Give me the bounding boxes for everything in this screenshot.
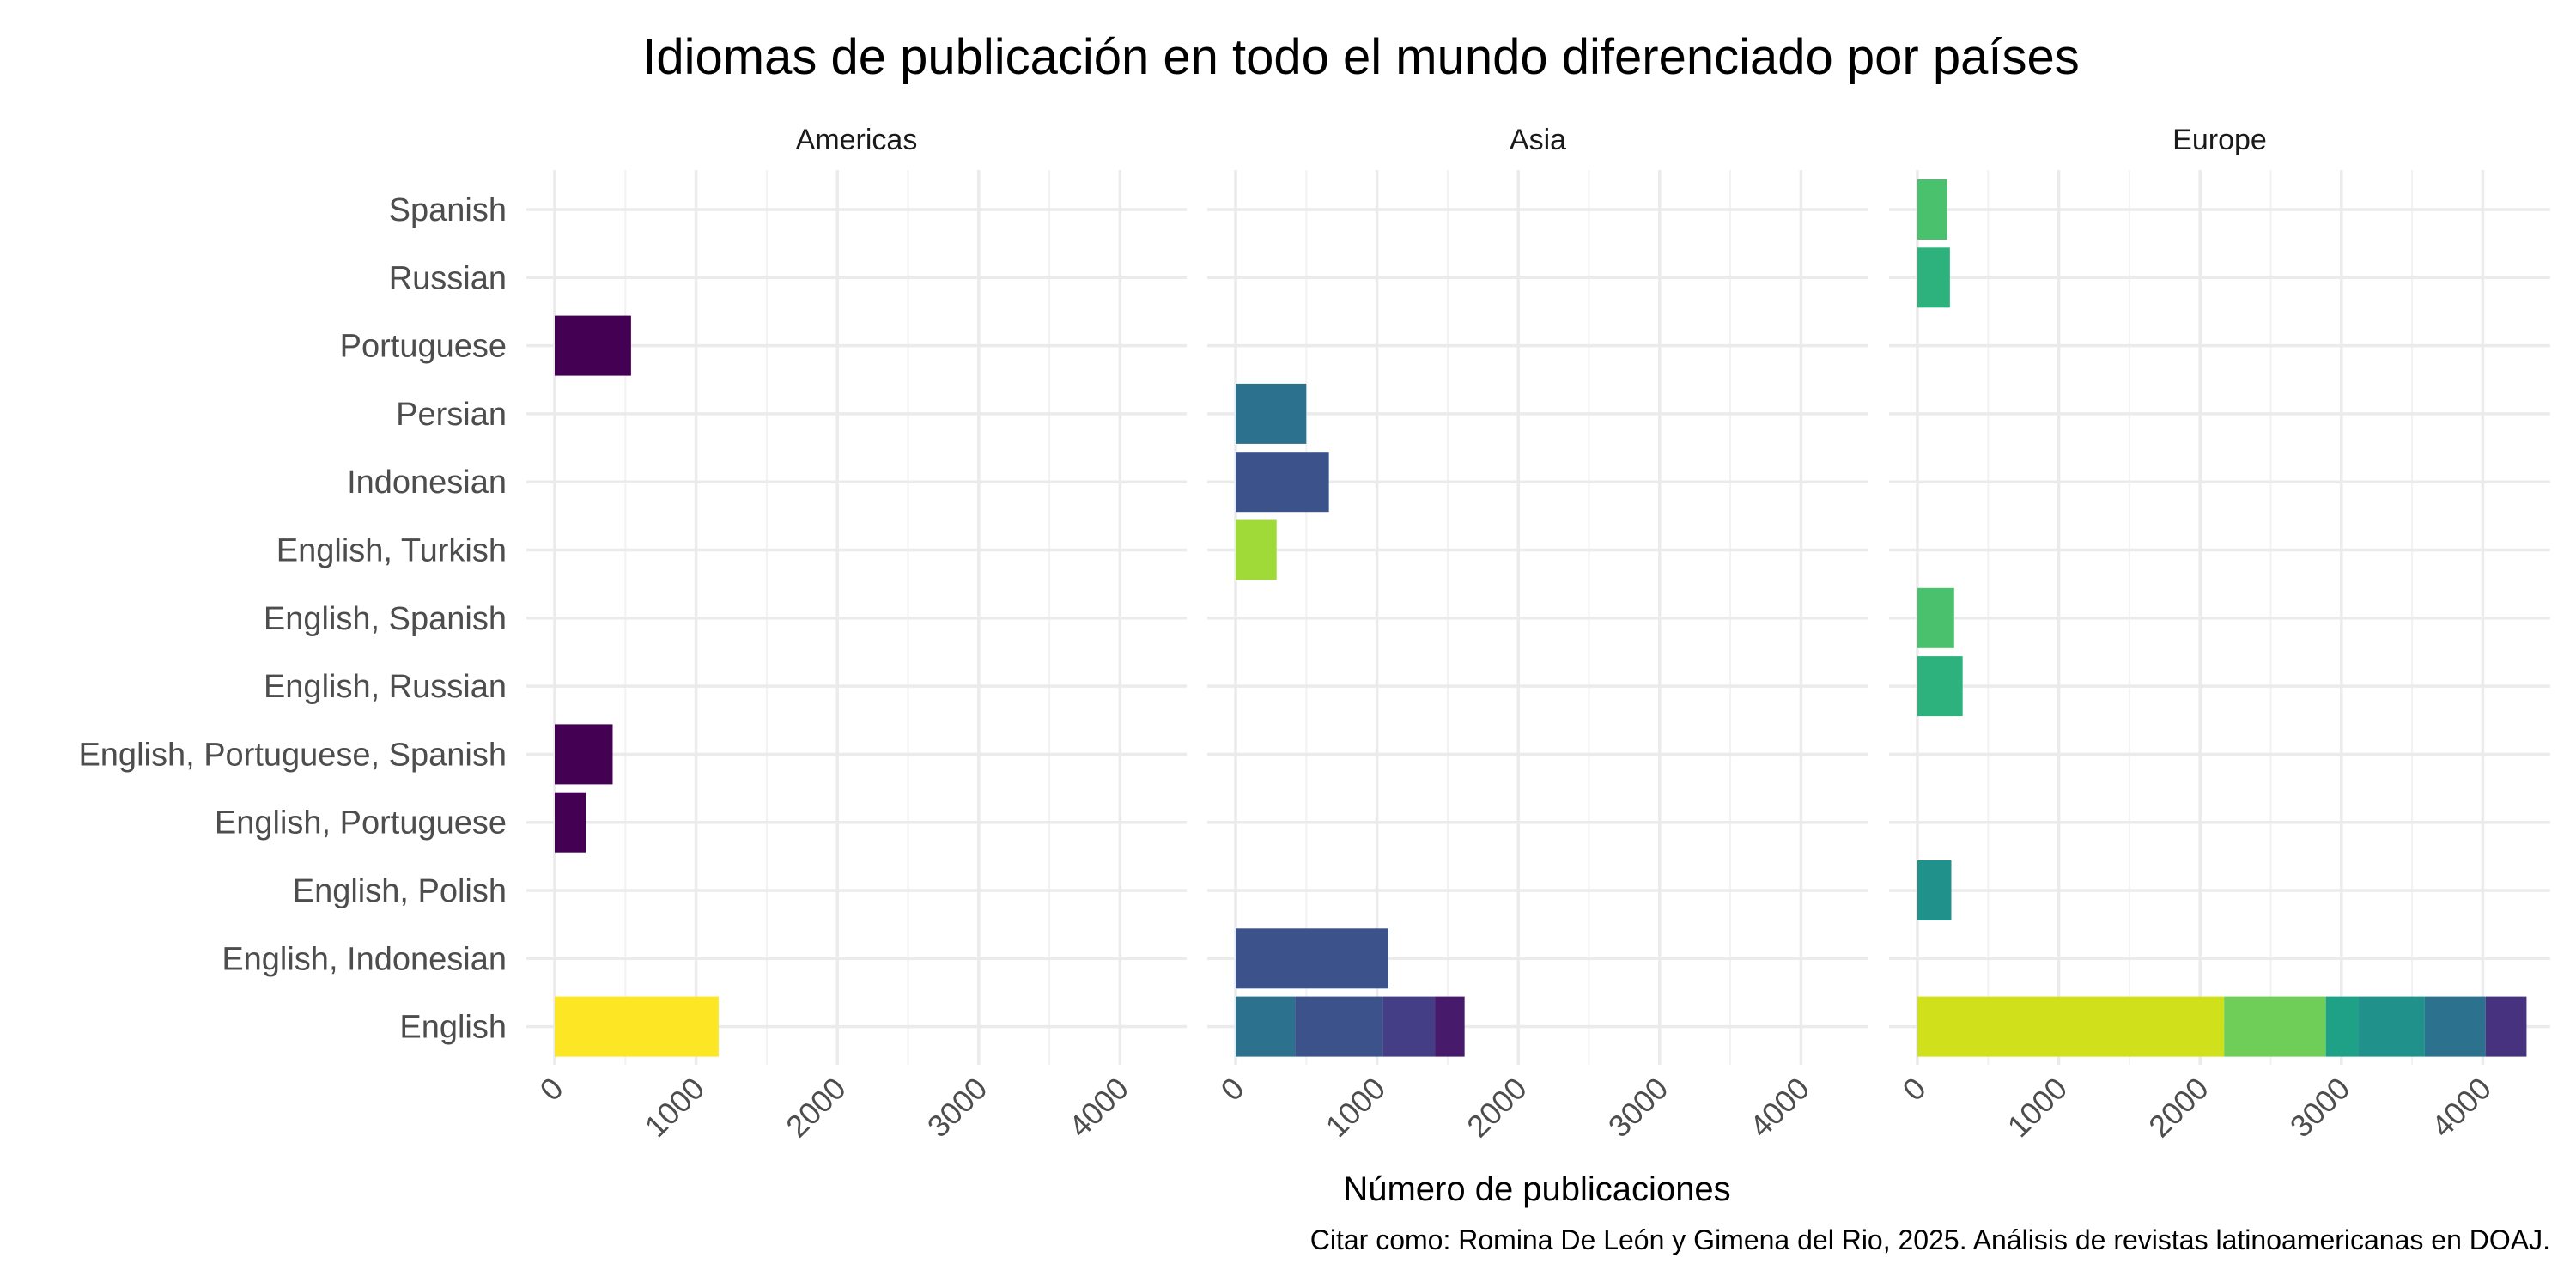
bar-europe-english-seg5 bbox=[2485, 996, 2527, 1057]
x-tick-label: 4000 bbox=[1742, 1071, 1816, 1145]
y-tick-label: Spanish bbox=[389, 192, 507, 228]
bar-europe-english-seg2 bbox=[2325, 996, 2359, 1057]
facet-label-americas: Americas bbox=[796, 124, 918, 156]
y-tick-label: English bbox=[399, 1010, 507, 1046]
x-tick-label: 1000 bbox=[1319, 1071, 1393, 1145]
x-tick-label: 4000 bbox=[1061, 1071, 1135, 1145]
bar-asia-persian-seg0 bbox=[1236, 383, 1307, 444]
chart-title: Idiomas de publicación en todo el mundo … bbox=[642, 29, 2079, 85]
x-tick-label: 3000 bbox=[1601, 1071, 1675, 1145]
x-tick-label: 2000 bbox=[2142, 1071, 2215, 1145]
y-tick-label: Persian bbox=[396, 397, 507, 433]
y-tick-label: English, Turkish bbox=[276, 533, 507, 569]
facet-panel-americas: Americas 0 1000 2000 3000 4000 bbox=[526, 124, 1187, 1144]
bar-europe-english-polish-seg0 bbox=[1917, 860, 1952, 920]
bar-asia-indonesian-seg0 bbox=[1236, 452, 1329, 513]
bar-europe-english-seg4 bbox=[2424, 996, 2486, 1057]
y-tick-label: Portuguese bbox=[340, 329, 507, 365]
y-tick-label: English, Spanish bbox=[264, 601, 507, 637]
bar-europe-english-russian-seg0 bbox=[1917, 656, 1963, 717]
y-tick-label: English, Portuguese, Spanish bbox=[78, 737, 507, 773]
x-tick-label: 0 bbox=[1214, 1071, 1251, 1108]
x-tick-label: 3000 bbox=[920, 1071, 994, 1145]
y-tick-label: English, Indonesian bbox=[222, 941, 507, 977]
bar-asia-english-indonesian-seg0 bbox=[1236, 928, 1388, 989]
bar-asia-english-turkish-seg0 bbox=[1236, 519, 1277, 580]
y-tick-label: Indonesian bbox=[347, 465, 507, 501]
x-tick-label: 0 bbox=[533, 1071, 570, 1108]
facet-panel-europe: Europe 0 1000 2000 3000 4000 bbox=[1889, 124, 2550, 1144]
y-tick-label: English, Portuguese bbox=[215, 805, 507, 841]
bar-europe-english-seg3 bbox=[2358, 996, 2425, 1057]
bar-europe-english-seg1 bbox=[2224, 996, 2326, 1057]
x-tick-label: 4000 bbox=[2424, 1071, 2498, 1145]
x-tick-label: 2000 bbox=[779, 1071, 853, 1145]
plot-area: Americas 0 1000 2000 3000 4000 Asia 0 1000 2000 30… bbox=[78, 124, 2550, 1144]
y-tick-label: English, Polish bbox=[293, 873, 507, 909]
x-tick-label: 2000 bbox=[1460, 1071, 1534, 1145]
facet-panel-asia: Asia 0 1000 2000 3000 4000 bbox=[1207, 124, 1868, 1144]
bar-europe-russian-seg0 bbox=[1917, 247, 1950, 308]
bar-americas-english-portuguese-seg0 bbox=[555, 792, 586, 853]
x-tick-label: 0 bbox=[1896, 1071, 1933, 1108]
bar-europe-english-seg0 bbox=[1917, 996, 2225, 1057]
bar-asia-english-seg1 bbox=[1295, 996, 1383, 1057]
facet-label-europe: Europe bbox=[2172, 124, 2267, 156]
bar-europe-spanish-seg0 bbox=[1917, 179, 1947, 240]
facet-label-asia: Asia bbox=[1510, 124, 1566, 156]
chart-caption: Citar como: Romina De León y Gimena del … bbox=[1310, 1224, 2550, 1255]
bar-asia-english-seg2 bbox=[1382, 996, 1436, 1057]
bar-americas-english-seg0 bbox=[555, 996, 719, 1057]
y-tick-label: English, Russian bbox=[264, 669, 507, 705]
x-tick-label: 1000 bbox=[2001, 1071, 2075, 1145]
bar-asia-english-seg3 bbox=[1435, 996, 1465, 1057]
x-tick-label: 1000 bbox=[638, 1071, 712, 1145]
bar-europe-english-spanish-seg0 bbox=[1917, 587, 1954, 648]
x-tick-label: 3000 bbox=[2283, 1071, 2357, 1145]
bar-asia-english-seg0 bbox=[1236, 996, 1296, 1057]
bar-americas-english-portuguese-spanish-seg0 bbox=[555, 724, 613, 785]
bar-americas-portuguese-seg0 bbox=[555, 315, 631, 376]
x-axis-title: Número de publicaciones bbox=[1343, 1170, 1730, 1208]
y-tick-label: Russian bbox=[389, 260, 507, 296]
